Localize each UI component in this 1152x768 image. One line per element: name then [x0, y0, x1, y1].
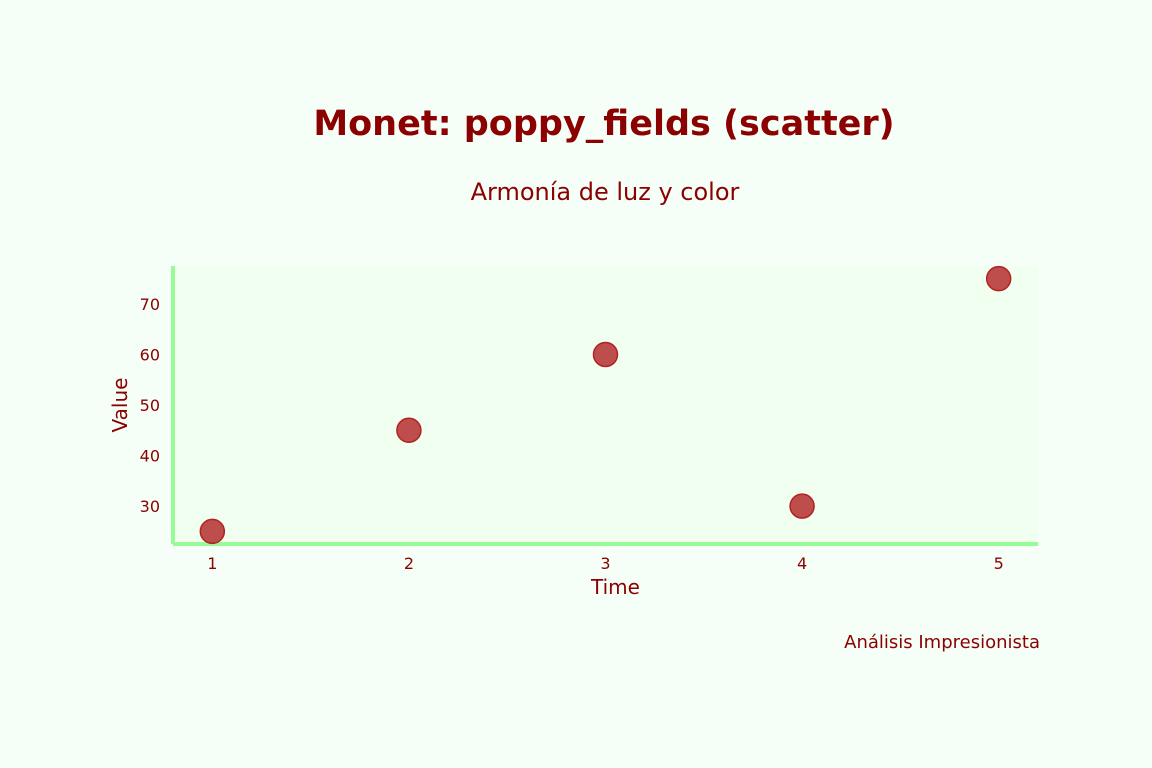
y-tick-label: 30	[140, 497, 160, 516]
data-point	[592, 341, 619, 368]
y-tick-label: 40	[140, 447, 160, 466]
y-tick-label: 50	[140, 396, 160, 415]
chart-footer: Análisis Impresionista	[844, 632, 1040, 653]
data-point	[199, 518, 226, 545]
data-points	[199, 265, 1012, 545]
data-point	[789, 493, 815, 519]
x-tick-label: 5	[994, 554, 1004, 573]
data-point	[396, 417, 422, 444]
plot-area	[173, 266, 1038, 544]
x-axis-ticks: 1 2 3 4 5	[207, 554, 1004, 573]
y-tick-label: 70	[140, 295, 160, 314]
chart-title: Monet: poppy_fields (scatter)	[313, 104, 895, 144]
y-axis-title: Value	[108, 378, 132, 433]
x-axis-title: Time	[590, 575, 640, 599]
x-tick-label: 2	[404, 554, 414, 573]
x-tick-label: 4	[797, 554, 807, 573]
x-tick-label: 3	[600, 554, 610, 573]
y-tick-label: 60	[140, 345, 160, 364]
x-tick-label: 1	[207, 554, 217, 573]
y-axis-ticks: 30 40 50 60 70	[140, 295, 160, 516]
data-point	[985, 265, 1012, 292]
chart-subtitle: Armonía de luz y color	[470, 178, 740, 206]
